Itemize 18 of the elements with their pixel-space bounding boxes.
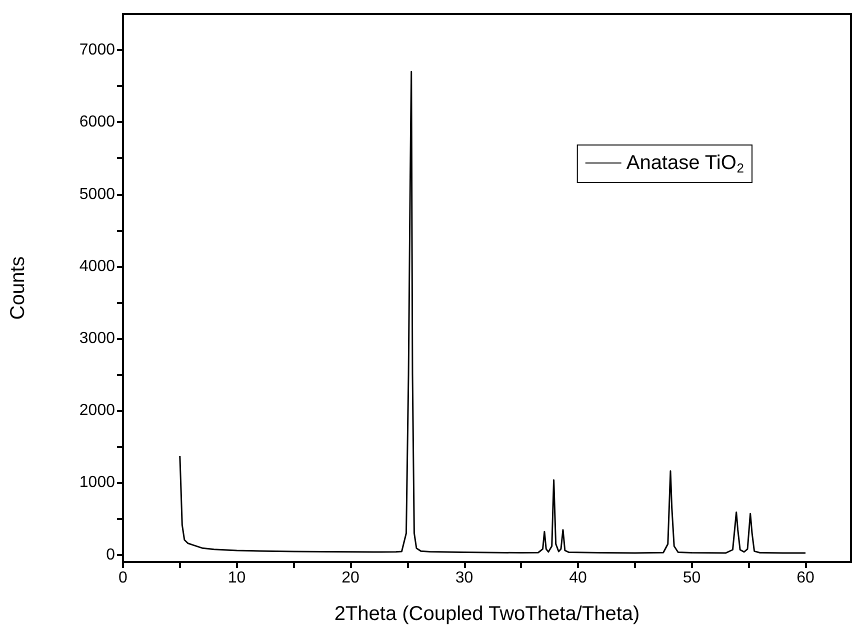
y-tick-label: 6000 [79,114,116,131]
y-tick-label: 4000 [79,258,116,275]
y-tick-label: 2000 [79,402,116,420]
y-tick-label: 5000 [79,186,116,203]
line-series [179,70,806,554]
x-tick-label: 40 [569,570,587,586]
x-axis-title: 2Theta (Coupled TwoTheta/Theta) [334,603,640,625]
x-tick-label: 30 [455,570,474,586]
y-tick-label: 7000 [79,42,116,59]
y-tick-label: 0 [106,546,116,564]
y-axis-title: Counts [7,256,29,320]
x-tick-label: 50 [682,570,701,586]
x-tick-label: 20 [342,570,360,586]
x-tick-label: 10 [228,570,246,586]
y-tick-label: 3000 [79,330,116,347]
x-tick-label: 60 [796,570,814,586]
x-tick-label: 0 [118,570,128,586]
y-tick-label: 1000 [79,474,116,492]
